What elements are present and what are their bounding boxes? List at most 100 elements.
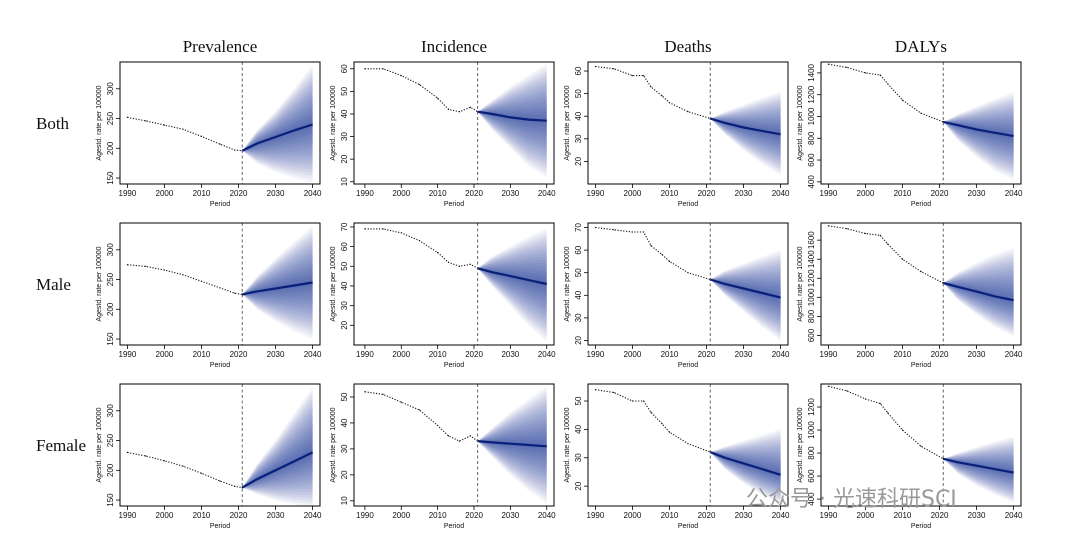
x-tick-label: 2010	[661, 189, 679, 198]
y-tick-label: 20	[340, 154, 349, 163]
projection-band	[477, 76, 547, 165]
x-axis-label: Period	[444, 201, 464, 208]
y-axis-label: Agestd. rate per 100000	[797, 246, 804, 321]
y-tick-label: 40	[574, 111, 583, 120]
projection-band	[477, 396, 547, 494]
projection-band	[943, 94, 1014, 178]
x-tick-label: 2040	[1005, 511, 1023, 520]
projection-band	[477, 64, 547, 178]
projection-band	[710, 252, 781, 339]
x-tick-label: 2030	[501, 350, 519, 359]
projection-band	[710, 431, 781, 502]
x-tick-label: 2010	[193, 189, 211, 198]
observed-point	[942, 121, 944, 123]
projection-band	[710, 444, 781, 494]
observed-point	[613, 229, 615, 231]
observed-series	[595, 389, 711, 453]
y-tick-label: 1400	[807, 63, 816, 81]
projection-band	[710, 93, 781, 173]
projection-band	[242, 260, 313, 305]
projection-band	[710, 434, 781, 500]
y-tick-label: 20	[574, 481, 583, 490]
observed-point	[364, 391, 366, 393]
y-tick-label: 200	[106, 141, 115, 155]
x-tick-label: 2030	[267, 189, 285, 198]
y-tick-label: 50	[574, 89, 583, 98]
y-tick-label: 30	[574, 313, 583, 322]
observed-point	[613, 391, 615, 394]
projection-band	[710, 255, 781, 336]
x-axis-label: Period	[210, 523, 230, 530]
y-tick-label: 600	[807, 328, 816, 342]
observed-point	[846, 390, 848, 392]
projection-band	[710, 279, 781, 312]
panel-female-prevalence: 1990 2000 2010 2020 2030 2040 150 200 250 300 Peri…	[96, 383, 322, 530]
observed-point	[126, 451, 128, 453]
observed-series	[828, 225, 944, 284]
y-tick-label: 30	[340, 444, 349, 453]
observed-point	[182, 274, 184, 276]
x-tick-label: 2010	[193, 511, 211, 520]
panel-male-deaths: 1990 2000 2010 2020 2030 2040203040506070Peri…	[564, 222, 790, 369]
plot-frame	[587, 383, 789, 507]
observed-point	[887, 83, 889, 85]
plot-frame	[119, 61, 321, 185]
x-tick-label: 2020	[230, 511, 248, 520]
projection-band	[943, 458, 1014, 485]
projection-band	[943, 438, 1014, 501]
projection-band	[477, 267, 547, 300]
projection-band	[710, 276, 781, 317]
y-tick-label: 400	[807, 175, 816, 189]
projection-band	[943, 107, 1014, 166]
projection-band	[477, 235, 547, 335]
projection-band	[242, 68, 313, 179]
panel-both-dalys: 1990 2000 2010 2020 2030 2040 400 600 800 1000 120…	[797, 61, 1023, 208]
projection-band	[710, 452, 781, 489]
observed-point	[827, 385, 830, 387]
y-tick-label: 1200	[807, 398, 816, 416]
panel-both-incidence: 1990 2000 2010 2020 2030 2040102030405060Peri…	[330, 61, 556, 208]
x-axis-label: Period	[911, 362, 931, 369]
observed-point	[418, 240, 421, 242]
projection-band	[477, 238, 547, 332]
x-tick-label: 2000	[392, 189, 410, 198]
projection-band	[477, 429, 547, 463]
x-tick-label: 2040	[304, 350, 322, 359]
observed-point	[163, 124, 165, 126]
projection-band	[943, 282, 1014, 311]
panel-both-prevalence: 1990 2000 2010 2020 2030 2040 150 200 250 300 Peri…	[96, 61, 322, 208]
x-tick-label: 2030	[968, 350, 986, 359]
projection-band	[943, 271, 1014, 321]
observed-series	[828, 63, 944, 123]
projection-band	[242, 241, 313, 324]
projection-band	[943, 121, 1014, 151]
observed-point	[942, 282, 944, 284]
observed-point	[447, 108, 450, 110]
projection-band	[710, 439, 781, 497]
observed-point	[234, 149, 236, 151]
y-tick-label: 40	[340, 281, 349, 290]
plot-frame	[587, 61, 789, 185]
y-tick-label: 250	[106, 433, 115, 447]
x-tick-label: 2040	[538, 350, 556, 359]
observed-point	[661, 254, 663, 256]
projection-band	[242, 251, 313, 314]
y-axis-label: Agestd. rate per 100000	[330, 246, 337, 321]
observed-point	[447, 435, 450, 437]
y-tick-label: 1200	[807, 85, 816, 103]
observed-point	[234, 485, 236, 487]
projection-band	[710, 100, 781, 166]
y-tick-label: 1000	[807, 288, 816, 306]
projection-median-line	[241, 123, 313, 152]
observed-point	[661, 95, 663, 97]
x-tick-label: 2040	[538, 189, 556, 198]
x-tick-label: 1990	[356, 189, 374, 198]
observed-point	[920, 445, 922, 447]
x-tick-label: 2000	[624, 189, 642, 198]
y-tick-label: 600	[807, 153, 816, 167]
x-tick-label: 2010	[429, 511, 447, 520]
projection-band	[242, 238, 313, 327]
projection-band	[477, 406, 547, 485]
y-axis-label: Agestd. rate per 100000	[564, 407, 571, 482]
y-tick-label: 1600	[807, 231, 816, 249]
